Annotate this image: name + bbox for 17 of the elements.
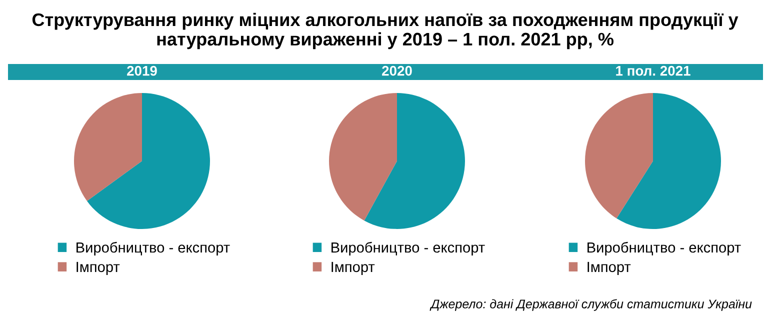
text: Структурування ринку міцних алкогольних напоїв за походженням продукції у натуральному вираженні у 2019 – 1 пол. 2021 рр, % bbox=[32, 12, 738, 50]
legend-label: Виробництво - експорт bbox=[332, 242, 485, 256]
pie-slice bbox=[364, 93, 465, 229]
chart-title: 2019 bbox=[127, 66, 157, 76]
chart-title: 2020 bbox=[382, 66, 412, 76]
chart-title: 1 пол. 2021 bbox=[616, 66, 690, 76]
pie-slice bbox=[74, 93, 142, 201]
pie-slice bbox=[329, 93, 397, 221]
legend-label: Імпорт bbox=[76, 262, 120, 275]
legend-label: Виробництво - експорт bbox=[76, 242, 230, 256]
pie-slice bbox=[616, 93, 721, 229]
pie-slice bbox=[86, 93, 210, 229]
legend-label: Імпорт bbox=[332, 262, 375, 275]
text: Джерело: дані Державної служби статистики України bbox=[430, 299, 752, 311]
legend-label: Виробництво - експорт bbox=[588, 242, 741, 256]
pie-slice bbox=[585, 93, 653, 218]
legend-label: Імпорт bbox=[588, 262, 631, 275]
